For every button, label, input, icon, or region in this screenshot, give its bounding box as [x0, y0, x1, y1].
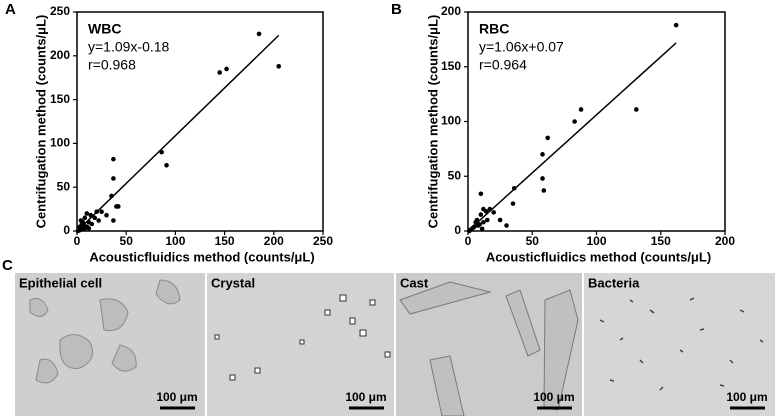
fit-line	[467, 42, 677, 232]
annotation: r=0.968	[88, 57, 136, 73]
x-tick-label: 150	[651, 234, 671, 248]
image-title: Epithelial cell	[19, 275, 102, 290]
point	[164, 163, 169, 168]
annotation: RBC	[479, 21, 509, 37]
y-tick-label: 0	[454, 223, 461, 237]
micrographs	[15, 273, 775, 416]
point	[479, 226, 485, 232]
point	[276, 64, 282, 69]
y-tick-label: 100	[50, 136, 70, 150]
y-tick-label: 200	[50, 48, 70, 62]
point	[84, 211, 90, 216]
bacteria-shapes	[599, 297, 764, 391]
x-tick-label: 0	[74, 234, 81, 248]
fit-line	[76, 34, 280, 232]
y-tick-label: 50	[448, 168, 462, 182]
annotation: WBC	[88, 21, 121, 37]
point	[481, 219, 486, 225]
x-tick-label: 200	[264, 234, 284, 248]
point	[111, 176, 116, 181]
y-axis-label: Centrifugation method (counts/μL)	[425, 15, 440, 229]
point	[89, 221, 95, 227]
point	[256, 31, 262, 37]
image-title: Bacteria	[588, 275, 640, 290]
point	[82, 215, 88, 221]
point	[477, 222, 482, 227]
y-tick-label: 150	[50, 92, 70, 106]
point	[96, 218, 101, 223]
annotation: y=1.06x+0.07	[479, 39, 564, 55]
point	[481, 206, 486, 212]
point	[545, 135, 550, 141]
x-tick-label: 50	[526, 234, 540, 248]
y-tick-label: 0	[63, 223, 70, 237]
point	[99, 209, 104, 215]
point	[510, 201, 516, 206]
point	[572, 119, 577, 124]
y-tick-label: 250	[50, 4, 70, 18]
y-tick-label: 200	[441, 4, 461, 18]
x-tick-label: 100	[165, 234, 185, 248]
point	[497, 217, 503, 223]
x-tick-label: 200	[715, 234, 735, 248]
panel-label: C	[2, 257, 13, 274]
annotation: r=0.964	[479, 57, 527, 73]
x-tick-label: 50	[120, 234, 134, 248]
point	[634, 107, 639, 112]
x-tick-label: 0	[465, 234, 472, 248]
scale-label: 100 μm	[533, 390, 574, 404]
point	[478, 191, 484, 197]
point	[491, 210, 497, 215]
y-axis-label: Centrifugation method (counts/μL)	[33, 15, 48, 229]
cast-shapes	[399, 281, 579, 416]
image-title: Crystal	[211, 275, 255, 290]
point	[484, 217, 490, 223]
x-axis-label: Acousticfluidics method (counts/μL)	[486, 249, 711, 264]
point	[504, 223, 509, 228]
point	[540, 152, 545, 157]
cell-shapes	[29, 279, 181, 384]
y-tick-label: 50	[57, 179, 71, 193]
micrograph	[584, 273, 775, 416]
point	[111, 156, 116, 162]
panel-label: B	[391, 1, 402, 18]
image-title: Cast	[400, 275, 429, 290]
scale-label: 100 μm	[156, 390, 197, 404]
scale-label: 100 μm	[726, 390, 767, 404]
panel-label: A	[5, 1, 16, 18]
point	[673, 22, 679, 28]
point	[92, 215, 98, 221]
crystal-shapes	[214, 294, 391, 381]
plot-frame	[76, 11, 324, 232]
x-tick-label: 150	[215, 234, 235, 248]
point	[224, 66, 229, 72]
y-tick-label: 150	[441, 59, 461, 73]
x-tick-label: 250	[313, 234, 333, 248]
point	[116, 204, 121, 209]
point	[104, 212, 109, 218]
x-axis-label: Acousticfluidics method (counts/μL)	[89, 249, 314, 264]
point	[578, 107, 584, 112]
point	[478, 212, 484, 217]
y-tick-label: 100	[441, 114, 461, 128]
annotation: y=1.09x-0.18	[88, 39, 170, 55]
scale-label: 100 μm	[345, 390, 386, 404]
point	[111, 218, 116, 223]
point	[217, 70, 222, 75]
x-tick-label: 100	[586, 234, 606, 248]
point	[86, 226, 92, 231]
point	[541, 188, 547, 193]
point	[540, 176, 545, 181]
